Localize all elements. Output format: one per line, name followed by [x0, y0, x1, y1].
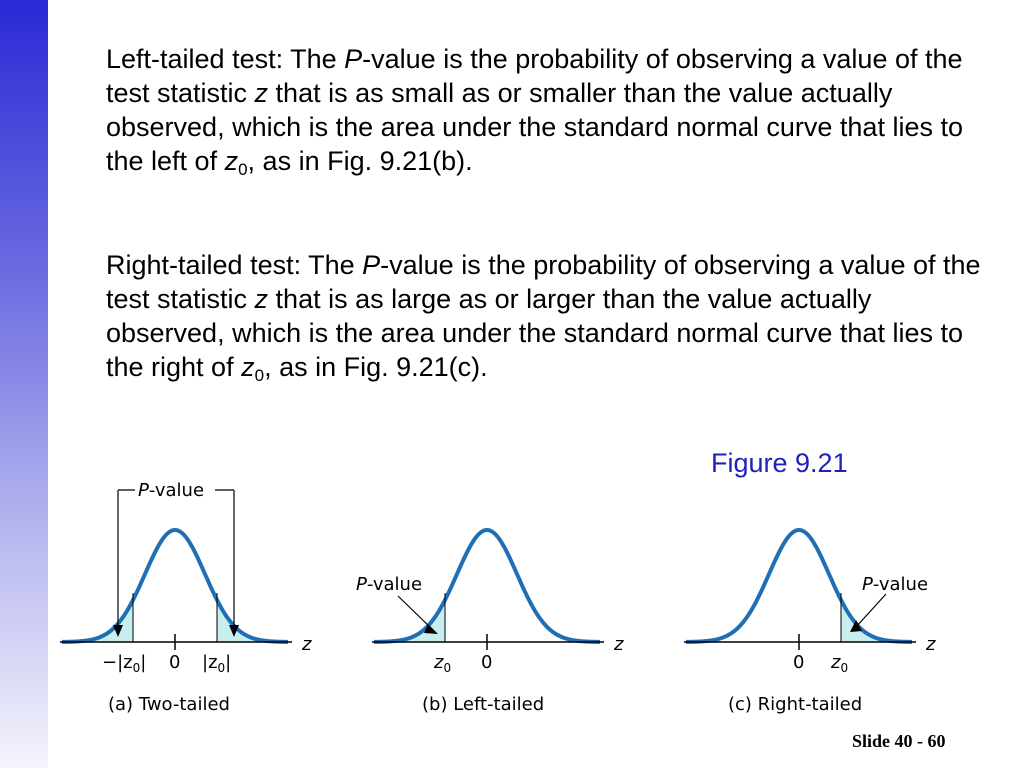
left-arrowhead	[113, 625, 123, 637]
panel-caption: (a) Two-tailed	[108, 694, 230, 715]
pvalue-arrowhead	[424, 624, 438, 634]
pvalue-label: P-value	[138, 480, 204, 501]
panel-caption: (b) Left-tailed	[422, 694, 544, 715]
tick-z0-label: z0	[830, 652, 848, 675]
pvalue-arrow-line	[397, 595, 433, 630]
tick-zero-label: 0	[793, 652, 804, 673]
axis-variable-label: z	[925, 634, 936, 655]
right-tail-shade	[841, 599, 912, 642]
left-tailed-diagram: P-value z z0 0 (b) Left-tailed	[356, 527, 624, 715]
tick-pos-z0-label: |z0|	[202, 652, 231, 675]
right-arrowhead	[229, 625, 239, 637]
pvalue-label: P-value	[356, 574, 422, 595]
two-tailed-diagram: P-value z −|z0| 0 |z0| (a) Two-tailed	[60, 480, 312, 715]
normal-curve	[685, 527, 913, 644]
panel-caption: (c) Right-tailed	[728, 694, 862, 715]
slide-number: Slide 40 - 60	[852, 731, 946, 751]
left-tailed-paragraph: Left-tailed test: The P-value is the pro…	[106, 44, 963, 179]
pvalue-arrowhead	[850, 620, 862, 632]
tick-zero-label: 0	[481, 652, 492, 673]
tick-zero-label: 0	[169, 652, 180, 673]
tick-z0-label: z0	[433, 652, 451, 675]
axis-variable-label: z	[301, 634, 312, 655]
figure-label: Figure 9.21	[711, 448, 848, 478]
side-gradient-bar	[0, 0, 48, 768]
pvalue-label: P-value	[862, 574, 928, 595]
pvalue-arrow-line	[855, 593, 887, 628]
right-tailed-paragraph: Right-tailed test: The P-value is the pr…	[106, 250, 981, 385]
axis-variable-label: z	[613, 634, 624, 655]
normal-curve	[373, 527, 601, 644]
normal-curve	[61, 527, 289, 644]
tick-neg-z0-label: −|z0|	[102, 652, 146, 675]
right-tailed-diagram: P-value z 0 z0 (c) Right-tailed	[684, 527, 936, 715]
left-tail-shade	[62, 599, 133, 642]
